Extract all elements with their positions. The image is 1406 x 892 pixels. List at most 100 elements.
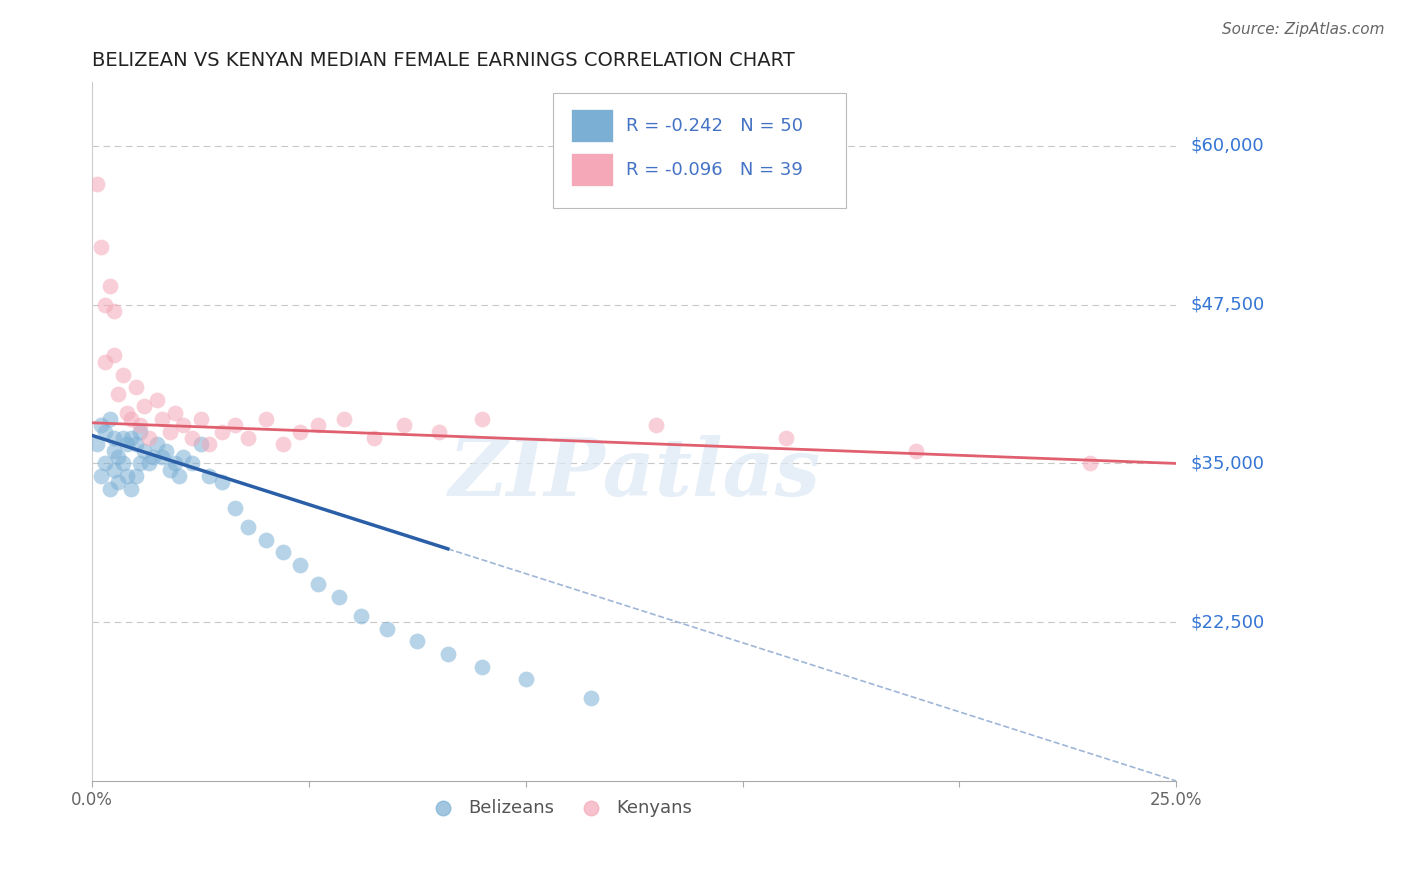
Point	[350, 608, 373, 623]
Point	[167, 469, 190, 483]
Point	[271, 437, 294, 451]
Point	[138, 431, 160, 445]
Point	[98, 278, 121, 293]
Point	[436, 647, 458, 661]
Point	[427, 425, 450, 439]
Text: $22,500: $22,500	[1191, 613, 1264, 632]
Point	[307, 418, 329, 433]
Point	[124, 437, 146, 451]
Point	[159, 425, 181, 439]
Point	[198, 469, 221, 483]
Point	[128, 418, 150, 433]
Point	[94, 425, 117, 439]
Point	[138, 457, 160, 471]
FancyBboxPatch shape	[571, 109, 613, 143]
Point	[94, 298, 117, 312]
Point	[307, 577, 329, 591]
Point	[107, 475, 129, 490]
Point	[238, 431, 260, 445]
Point	[515, 673, 537, 687]
Point	[115, 406, 138, 420]
FancyBboxPatch shape	[571, 153, 613, 186]
Point	[775, 431, 797, 445]
Point	[86, 437, 108, 451]
Point	[124, 380, 146, 394]
Point	[190, 437, 212, 451]
Point	[103, 443, 125, 458]
Point	[90, 418, 112, 433]
Point	[328, 590, 350, 604]
Point	[180, 457, 202, 471]
Text: R = -0.096   N = 39: R = -0.096 N = 39	[626, 161, 803, 178]
Point	[471, 659, 494, 673]
Point	[86, 177, 108, 191]
Point	[172, 418, 194, 433]
Point	[375, 622, 398, 636]
Text: Source: ZipAtlas.com: Source: ZipAtlas.com	[1222, 22, 1385, 37]
Point	[120, 412, 142, 426]
Point	[394, 418, 416, 433]
Point	[111, 431, 134, 445]
Point	[579, 691, 602, 706]
Legend: Belizeans, Kenyans: Belizeans, Kenyans	[418, 792, 699, 824]
Point	[198, 437, 221, 451]
Point	[363, 431, 385, 445]
Point	[103, 431, 125, 445]
Point	[111, 368, 134, 382]
Point	[146, 392, 169, 407]
Point	[332, 412, 354, 426]
Point	[905, 443, 928, 458]
Point	[180, 431, 202, 445]
Text: $60,000: $60,000	[1191, 136, 1264, 155]
Point	[107, 386, 129, 401]
Point	[211, 425, 233, 439]
Point	[90, 240, 112, 254]
Point	[290, 425, 312, 439]
Point	[163, 457, 186, 471]
Point	[172, 450, 194, 464]
Point	[98, 482, 121, 496]
Point	[645, 418, 668, 433]
Point	[159, 463, 181, 477]
Point	[98, 412, 121, 426]
Text: R = -0.242   N = 50: R = -0.242 N = 50	[626, 117, 803, 135]
Point	[142, 450, 165, 464]
Point	[155, 443, 177, 458]
Text: $35,000: $35,000	[1191, 454, 1264, 473]
Point	[1078, 457, 1101, 471]
Point	[271, 545, 294, 559]
Point	[120, 431, 142, 445]
Point	[224, 418, 246, 433]
Point	[120, 482, 142, 496]
Point	[115, 469, 138, 483]
Point	[134, 443, 156, 458]
Point	[103, 304, 125, 318]
Point	[406, 634, 429, 648]
Point	[211, 475, 233, 490]
Point	[124, 469, 146, 483]
Point	[150, 412, 173, 426]
Point	[238, 520, 260, 534]
Point	[146, 437, 169, 451]
Point	[128, 425, 150, 439]
Point	[128, 457, 150, 471]
Point	[103, 348, 125, 362]
Text: BELIZEAN VS KENYAN MEDIAN FEMALE EARNINGS CORRELATION CHART: BELIZEAN VS KENYAN MEDIAN FEMALE EARNING…	[93, 51, 794, 70]
Point	[150, 450, 173, 464]
Point	[115, 437, 138, 451]
Point	[94, 457, 117, 471]
FancyBboxPatch shape	[553, 93, 845, 208]
Point	[94, 355, 117, 369]
Point	[103, 463, 125, 477]
Point	[134, 399, 156, 413]
Point	[471, 412, 494, 426]
Text: ZIPatlas: ZIPatlas	[449, 434, 820, 512]
Point	[90, 469, 112, 483]
Point	[111, 457, 134, 471]
Point	[254, 412, 277, 426]
Point	[163, 406, 186, 420]
Point	[107, 450, 129, 464]
Point	[290, 558, 312, 572]
Point	[254, 533, 277, 547]
Point	[190, 412, 212, 426]
